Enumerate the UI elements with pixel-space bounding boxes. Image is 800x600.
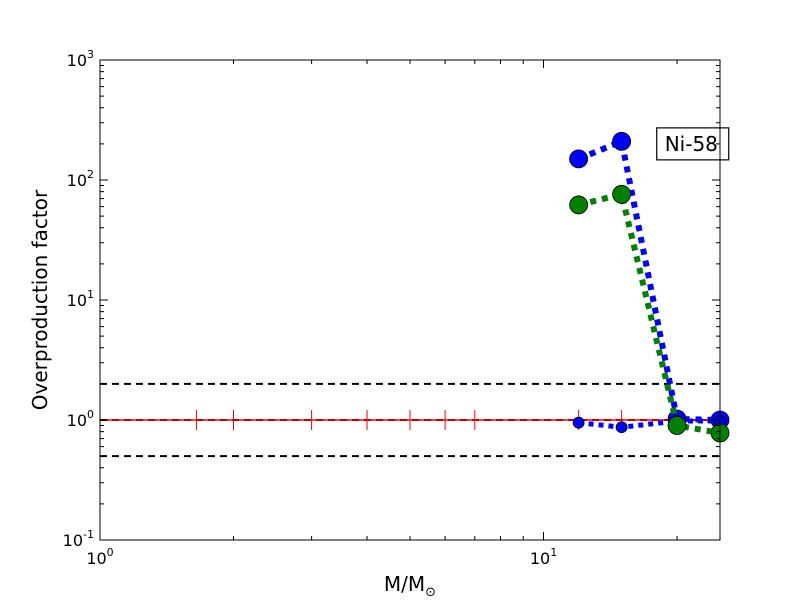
y-tick-label-1: 100 bbox=[67, 408, 94, 430]
y-axis-label: Overproduction factor bbox=[28, 189, 52, 410]
y-tick-label-0: 10-1 bbox=[63, 528, 94, 550]
series-0 bbox=[569, 131, 730, 434]
series-1-point-1 bbox=[612, 184, 632, 204]
x-tick-label-1-base: 10 bbox=[530, 549, 550, 568]
y-tick-label-2: 101 bbox=[67, 288, 94, 310]
series-0-point-0 bbox=[569, 149, 589, 169]
x-tick-label-0-exponent: 0 bbox=[107, 546, 114, 559]
x-tick-label-1: 101 bbox=[530, 546, 557, 568]
y-tick-label-0-base: 10 bbox=[63, 531, 83, 550]
x-tick-label-0: 100 bbox=[86, 546, 113, 568]
annotation: Ni-58 bbox=[656, 127, 730, 161]
y-tick-label-3: 102 bbox=[67, 168, 94, 190]
y-tick-label-4-exponent: 3 bbox=[87, 48, 94, 61]
y-tick-label-4-base: 10 bbox=[67, 51, 87, 70]
x-tick-label-0-base: 10 bbox=[86, 549, 106, 568]
y-tick-label-3-base: 10 bbox=[67, 171, 87, 190]
series-0-small-point-0 bbox=[572, 416, 585, 429]
y-tick-label-2-base: 10 bbox=[67, 291, 87, 310]
axis-ticks bbox=[99, 59, 720, 541]
series-0-small-point-1 bbox=[615, 421, 628, 434]
series-1-line bbox=[577, 190, 721, 436]
x-axis-label: M/M⊙ bbox=[384, 572, 436, 600]
data-series bbox=[569, 131, 730, 443]
y-tick-label-2-exponent: 1 bbox=[87, 288, 94, 301]
series-1 bbox=[569, 184, 730, 443]
y-tick-label-0-exponent: -1 bbox=[83, 528, 94, 541]
y-tick-label-1-base: 10 bbox=[67, 411, 87, 430]
series-1-point-2 bbox=[667, 416, 687, 435]
x-axis-label-main: M/M bbox=[384, 572, 425, 596]
y-tick-label-3-exponent: 2 bbox=[87, 168, 94, 181]
x-axis-label-subscript: ⊙ bbox=[425, 585, 436, 600]
plot-area bbox=[100, 60, 720, 540]
y-tick-label-1-exponent: 0 bbox=[87, 408, 94, 421]
series-0-secondary-line bbox=[578, 418, 720, 430]
annotation-box bbox=[656, 127, 730, 161]
annotation-label: Ni-58 bbox=[665, 132, 718, 156]
series-1-point-0 bbox=[569, 195, 589, 215]
y-tick-label-4: 103 bbox=[67, 48, 94, 70]
x-tick-label-1-exponent: 1 bbox=[550, 546, 557, 559]
series-0-point-1 bbox=[612, 131, 632, 151]
